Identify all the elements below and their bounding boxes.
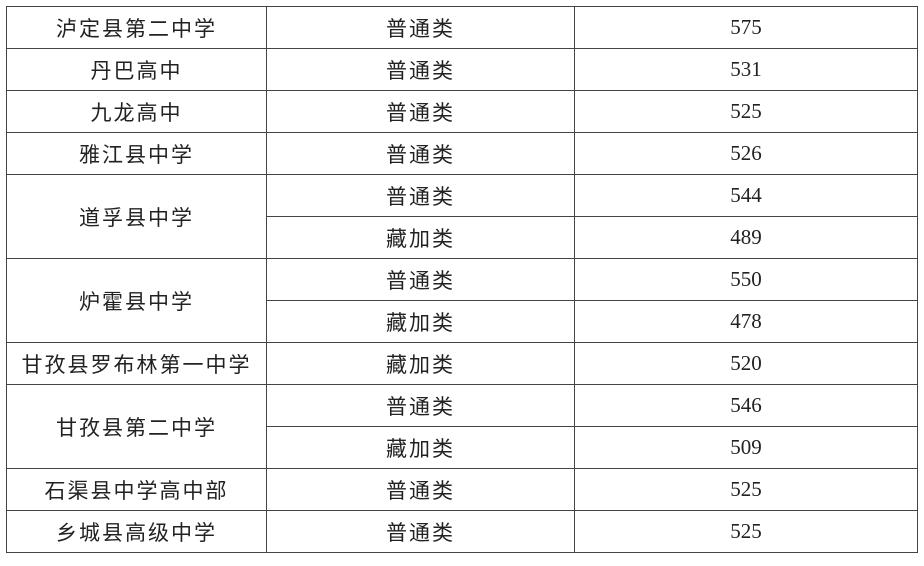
school-name-cell: 甘孜县罗布林第一中学 bbox=[6, 342, 267, 385]
score-cell: 478 bbox=[574, 300, 918, 343]
table-row: 甘孜县第二中学 普通类 546 bbox=[6, 384, 918, 469]
table-row: 泸定县第二中学 普通类 575 bbox=[6, 6, 918, 49]
school-name-cell: 炉霍县中学 bbox=[6, 258, 267, 343]
score-cell: 525 bbox=[574, 90, 918, 133]
category-cell: 普通类 bbox=[266, 510, 575, 553]
score-cell: 531 bbox=[574, 48, 918, 91]
score-cell: 520 bbox=[574, 342, 918, 385]
school-name-cell: 乡城县高级中学 bbox=[6, 510, 267, 553]
category-cell: 普通类 bbox=[266, 90, 575, 133]
score-cell: 546 bbox=[574, 384, 918, 427]
table-row: 甘孜县罗布林第一中学 藏加类 520 bbox=[6, 342, 918, 385]
score-table: 泸定县第二中学 普通类 575 丹巴高中 普通类 531 九龙高中 普通类 525 雅江县中学 普通… bbox=[6, 6, 918, 553]
category-cell: 藏加类 bbox=[266, 342, 575, 385]
category-cell: 普通类 bbox=[266, 468, 575, 511]
school-name-cell: 雅江县中学 bbox=[6, 132, 267, 175]
school-name-cell: 石渠县中学高中部 bbox=[6, 468, 267, 511]
table-row: 九龙高中 普通类 525 bbox=[6, 90, 918, 133]
school-name-cell: 丹巴高中 bbox=[6, 48, 267, 91]
category-cell: 藏加类 bbox=[266, 216, 575, 259]
score-cell: 575 bbox=[574, 6, 918, 49]
score-cell: 526 bbox=[574, 132, 918, 175]
category-cell: 普通类 bbox=[266, 6, 575, 49]
score-cell: 550 bbox=[574, 258, 918, 301]
table-row: 雅江县中学 普通类 526 bbox=[6, 132, 918, 175]
category-cell: 藏加类 bbox=[266, 426, 575, 469]
score-cell: 489 bbox=[574, 216, 918, 259]
category-cell: 藏加类 bbox=[266, 300, 575, 343]
table-row: 炉霍县中学 普通类 550 bbox=[6, 258, 918, 343]
score-cell: 525 bbox=[574, 510, 918, 553]
school-name-cell: 九龙高中 bbox=[6, 90, 267, 133]
table-row: 道孚县中学 普通类 544 bbox=[6, 174, 918, 259]
category-cell: 普通类 bbox=[266, 174, 575, 217]
category-cell: 普通类 bbox=[266, 132, 575, 175]
score-cell: 544 bbox=[574, 174, 918, 217]
category-cell: 普通类 bbox=[266, 258, 575, 301]
school-name-cell: 甘孜县第二中学 bbox=[6, 384, 267, 469]
score-cell: 509 bbox=[574, 426, 918, 469]
table-row: 石渠县中学高中部 普通类 525 bbox=[6, 468, 918, 511]
table-row: 丹巴高中 普通类 531 bbox=[6, 48, 918, 91]
category-cell: 普通类 bbox=[266, 384, 575, 427]
table-row: 藏加类 489 bbox=[7, 216, 918, 259]
school-name-cell: 道孚县中学 bbox=[6, 174, 267, 259]
category-cell: 普通类 bbox=[266, 48, 575, 91]
school-name-cell: 泸定县第二中学 bbox=[6, 6, 267, 49]
table-row: 乡城县高级中学 普通类 525 bbox=[6, 510, 918, 553]
score-cell: 525 bbox=[574, 468, 918, 511]
